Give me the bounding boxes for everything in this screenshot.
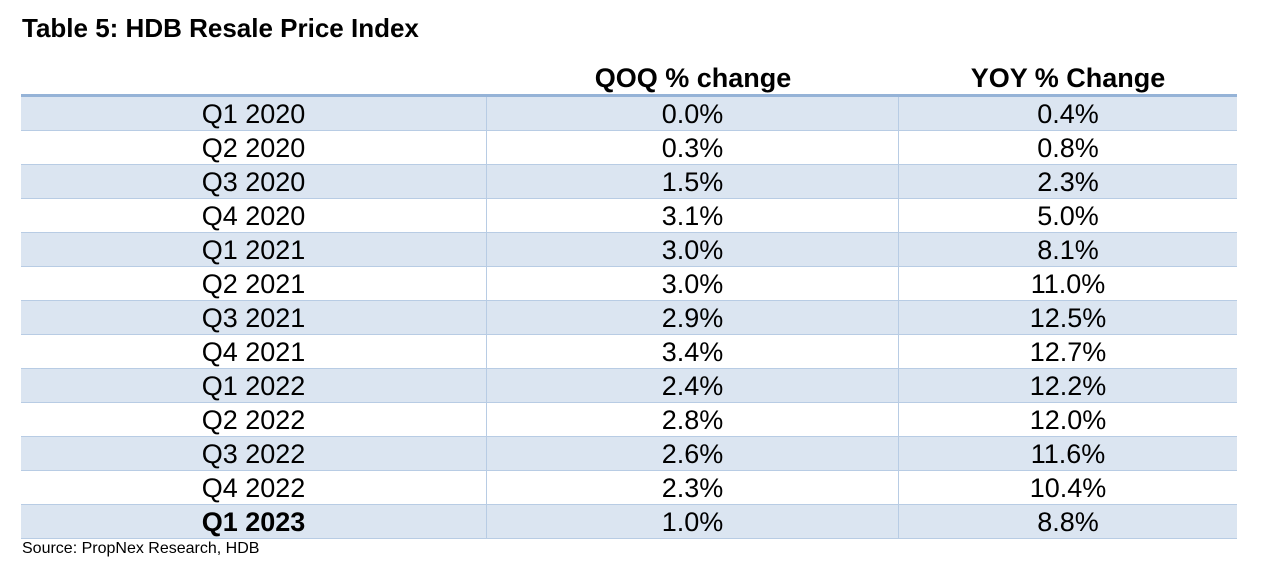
qoq-cell: 2.9% xyxy=(487,301,899,334)
period-cell: Q3 2022 xyxy=(21,437,487,470)
yoy-cell: 0.8% xyxy=(1037,133,1099,163)
qoq-cell: 2.3% xyxy=(487,471,899,504)
qoq-cell: 0.0% xyxy=(487,97,899,130)
yoy-cell: 2.3% xyxy=(1037,167,1099,197)
period-cell: Q4 2020 xyxy=(21,199,487,232)
table-header-row: QOQ % change YOY % Change xyxy=(21,62,1237,97)
table-row: Q3 2022 2.6% 11.6% xyxy=(21,437,1237,471)
qoq-cell: 2.4% xyxy=(487,369,899,402)
period-cell: Q2 2020 xyxy=(21,131,487,164)
qoq-cell: 0.3% xyxy=(487,131,899,164)
yoy-cell: 12.0% xyxy=(1029,405,1107,435)
table-row: Q4 2022 2.3% 10.4% xyxy=(21,471,1237,505)
qoq-cell: 2.6% xyxy=(487,437,899,470)
qoq-cell: 1.0% xyxy=(487,505,899,538)
qoq-cell: 1.5% xyxy=(487,165,899,198)
qoq-cell: 2.8% xyxy=(487,403,899,436)
yoy-cell: 12.5% xyxy=(1029,303,1107,333)
table-row: Q2 2020 0.3% 0.8% xyxy=(21,131,1237,165)
period-cell: Q3 2020 xyxy=(21,165,487,198)
table-row: Q3 2020 1.5% 2.3% xyxy=(21,165,1237,199)
table-row: Q1 2020 0.0% 0.4% xyxy=(21,97,1237,131)
table-title: Table 5: HDB Resale Price Index xyxy=(22,13,419,43)
period-cell: Q2 2021 xyxy=(21,267,487,300)
yoy-cell: 12.7% xyxy=(1029,337,1107,367)
table-row: Q4 2020 3.1% 5.0% xyxy=(21,199,1237,233)
table-row: Q3 2021 2.9% 12.5% xyxy=(21,301,1237,335)
table-row: Q1 2022 2.4% 12.2% xyxy=(21,369,1237,403)
period-cell: Q1 2023 xyxy=(21,505,487,538)
table-row: Q2 2021 3.0% 11.0% xyxy=(21,267,1237,301)
yoy-cell: 11.0% xyxy=(1030,269,1106,299)
period-cell: Q1 2020 xyxy=(21,97,487,130)
table-row: Q2 2022 2.8% 12.0% xyxy=(21,403,1237,437)
period-cell: Q4 2021 xyxy=(21,335,487,368)
price-index-table: QOQ % change YOY % Change Q1 2020 0.0% 0… xyxy=(21,62,1237,539)
yoy-cell: 11.6% xyxy=(1030,439,1106,469)
table-row-latest: Q1 2023 1.0% 8.8% xyxy=(21,505,1237,539)
period-cell: Q4 2022 xyxy=(21,471,487,504)
yoy-cell: 10.4% xyxy=(1029,473,1107,503)
yoy-cell: 12.2% xyxy=(1029,371,1107,401)
qoq-cell: 3.4% xyxy=(487,335,899,368)
yoy-cell: 8.1% xyxy=(1037,235,1099,265)
qoq-cell: 3.0% xyxy=(487,233,899,266)
source-note: Source: PropNex Research, HDB xyxy=(22,540,260,557)
table-row: Q1 2021 3.0% 8.1% xyxy=(21,233,1237,267)
period-cell: Q3 2021 xyxy=(21,301,487,334)
qoq-cell: 3.0% xyxy=(487,267,899,300)
header-qoq-change: QOQ % change xyxy=(594,63,792,93)
yoy-cell: 8.8% xyxy=(1037,507,1099,537)
period-cell: Q1 2021 xyxy=(21,233,487,266)
table-row: Q4 2021 3.4% 12.7% xyxy=(21,335,1237,369)
period-cell: Q2 2022 xyxy=(21,403,487,436)
yoy-cell: 0.4% xyxy=(1037,99,1099,129)
period-cell: Q1 2022 xyxy=(21,369,487,402)
yoy-cell: 5.0% xyxy=(1037,201,1099,231)
header-period xyxy=(21,62,487,94)
qoq-cell: 3.1% xyxy=(487,199,899,232)
header-yoy-change: YOY % Change xyxy=(970,63,1166,93)
